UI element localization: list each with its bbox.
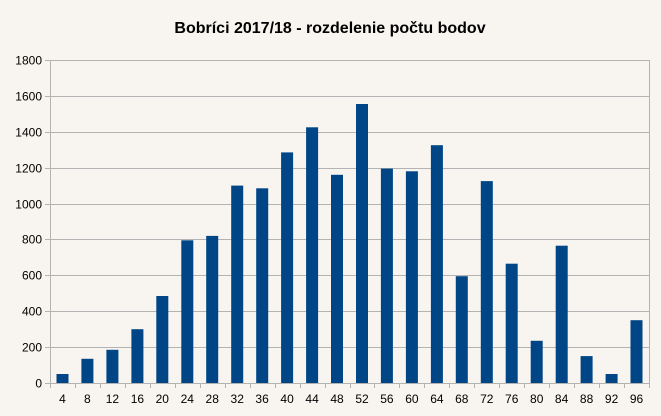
y-tick-label: 1400 [15,126,42,140]
bar-52 [356,104,368,383]
bar-36 [256,188,269,383]
x-tick-label: 64 [430,392,444,406]
x-tick-label: 20 [156,392,170,406]
bar-88 [580,356,593,383]
x-tick-label: 4 [59,392,66,406]
y-tick-label: 1200 [15,162,42,176]
x-tick-label: 48 [330,392,344,406]
bar-32 [231,185,244,383]
y-tick-label: 200 [22,341,42,355]
bar-24 [181,240,194,383]
x-tick-label: 36 [255,392,269,406]
bar-4 [56,374,69,383]
x-tick-label: 24 [181,392,195,406]
x-tick-label: 96 [630,392,644,406]
x-tick-label: 12 [106,392,120,406]
bar-12 [106,349,119,383]
x-tick-label: 60 [405,392,419,406]
bar-92 [605,374,618,383]
grid [45,60,650,388]
x-tick-label: 8 [84,392,91,406]
x-tick-label: 92 [605,392,619,406]
x-tick-label: 68 [455,392,469,406]
bar-68 [455,276,468,383]
y-tick-label: 0 [35,377,42,391]
bar-44 [306,127,319,383]
bars [56,104,643,383]
bar-56 [380,168,393,383]
bar-64 [430,145,443,383]
x-tick-label: 52 [355,392,369,406]
bar-60 [405,171,418,383]
bar-28 [206,235,219,383]
x-tick-label: 16 [131,392,145,406]
bar-96 [630,320,643,383]
bar-76 [505,263,518,383]
x-axis-ticks: 4 8 12 16 20 24 28 32 36 40 44 48 52 56 60 64 68 72 76 80 84… [59,392,643,406]
y-tick-label: 1000 [15,198,42,212]
bar-48 [331,174,343,383]
x-tick-label: 44 [305,392,319,406]
x-tick-label: 80 [530,392,544,406]
x-tick-label: 28 [206,392,220,406]
x-tick-label: 32 [231,392,245,406]
y-tick-label: 800 [22,233,42,247]
bar-84 [555,245,568,383]
x-tick-label: 88 [580,392,594,406]
y-tick-label: 1600 [15,90,42,104]
bar-8 [81,358,94,383]
y-tick-label: 1800 [15,54,42,68]
y-tick-label: 600 [22,269,42,283]
x-tick-label: 72 [480,392,494,406]
bar-40 [281,152,294,383]
x-tick-label: 56 [380,392,394,406]
bar-80 [530,340,543,383]
bar-20 [156,296,169,383]
bar-72 [480,181,493,383]
x-tick-label: 40 [280,392,294,406]
bar-16 [131,329,144,383]
x-tick-label: 76 [505,392,519,406]
y-axis-ticks: 0 200 400 600 800 1000 1200 1400 1600 1800 [15,54,42,391]
y-tick-label: 400 [22,305,42,319]
x-tick-label: 84 [555,392,569,406]
chart-title: Bobríci 2017/18 - rozdelenie počtu bodov [174,20,485,37]
